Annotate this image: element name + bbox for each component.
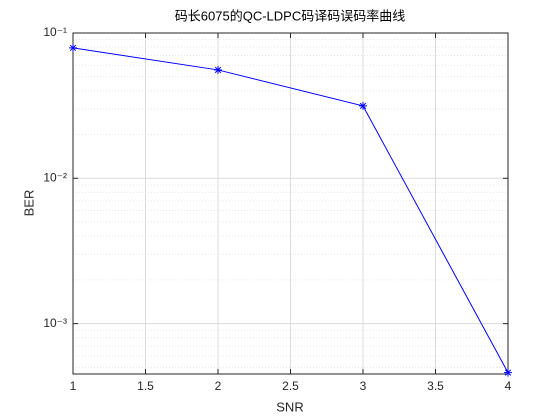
marker [69, 43, 77, 52]
marker-stroke [69, 44, 77, 52]
x-tick-label: 3 [360, 379, 367, 393]
series-line [72, 47, 509, 373]
marker-stroke [359, 102, 367, 110]
y-tick-label: 10⁻³ [43, 316, 67, 330]
x-tick-label: 1 [70, 379, 77, 393]
x-axis-label: SNR [276, 399, 303, 414]
x-tick-label: 2 [215, 379, 222, 393]
y-axis-label: BER [21, 190, 36, 217]
x-tick-label: 1.5 [137, 379, 154, 393]
x-tick-label: 3.5 [427, 379, 444, 393]
x-tick-label: 4 [505, 379, 512, 393]
x-tick-label: 2.5 [282, 379, 299, 393]
marker-stroke [214, 66, 222, 74]
y-tick-label: 10⁻¹ [43, 25, 67, 39]
marker [504, 368, 512, 377]
y-tick-label: 10⁻² [43, 170, 67, 184]
marker [359, 101, 367, 110]
plot-frame [72, 32, 509, 375]
marker-stroke [504, 369, 512, 376]
marker [214, 65, 222, 74]
chart-title: 码长6075的QC-LDPC码译码误码率曲线 [175, 8, 405, 23]
